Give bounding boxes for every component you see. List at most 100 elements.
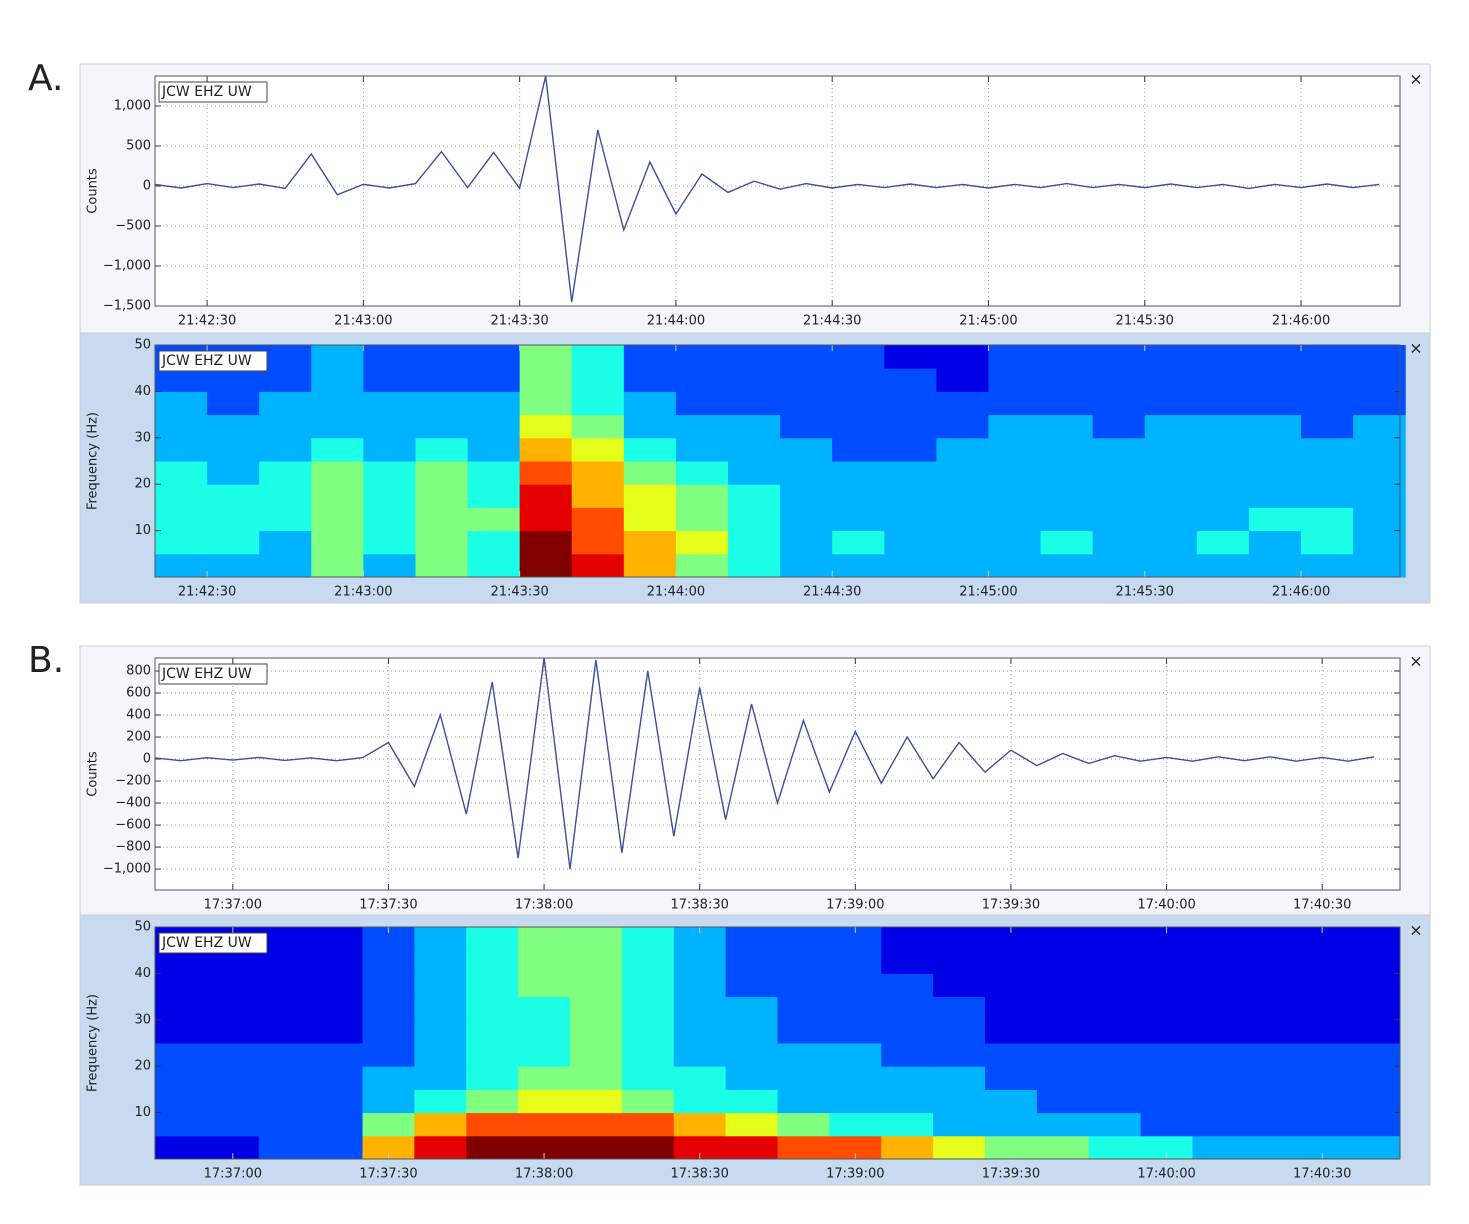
heatmap-cell [1088, 1043, 1142, 1067]
heatmap-cell [985, 1135, 1038, 1160]
heatmap-cell [881, 950, 934, 974]
heatmap-cell [518, 1089, 571, 1114]
heatmap-cell [933, 1135, 986, 1160]
heatmap-cell [1353, 414, 1406, 439]
heatmap-cell [728, 414, 781, 439]
heatmap-cell [259, 461, 312, 485]
heatmap-cell [623, 461, 677, 485]
legend-label: JCW EHZ UW [161, 666, 252, 682]
close-button[interactable]: × [1409, 70, 1422, 89]
x-tick-label: 17:39:30 [982, 1167, 1040, 1182]
heatmap-cell [363, 345, 416, 369]
heatmap-cell [311, 484, 364, 508]
heatmap-cell [673, 1112, 727, 1137]
x-tick-label: 21:42:30 [178, 585, 236, 600]
close-button[interactable]: × [1409, 921, 1422, 940]
heatmap-cell [1353, 437, 1406, 462]
heatmap-cell [1144, 484, 1198, 508]
heatmap-cell [1192, 1019, 1245, 1044]
heatmap-cell [518, 927, 571, 951]
plot-area [155, 658, 1400, 890]
x-tick-label: 17:38:00 [515, 1167, 573, 1182]
heatmap-cell [1196, 414, 1250, 439]
heatmap-cell [1196, 437, 1250, 462]
heatmap-cell [1088, 996, 1142, 1021]
heatmap-cell [1088, 1089, 1142, 1114]
heatmap-cell [1036, 950, 1090, 974]
heatmap-cell [621, 973, 675, 998]
heatmap-cell [1301, 368, 1354, 392]
heatmap-cell [673, 973, 727, 998]
station-box [158, 350, 268, 372]
heatmap-cell [1040, 461, 1094, 485]
heatmap-cell [985, 1019, 1038, 1044]
heatmap-cell [363, 437, 416, 462]
heatmap-cell [1144, 368, 1198, 392]
heatmap-cell [363, 461, 416, 485]
heatmap-cell [832, 391, 885, 416]
heatmap-cell [829, 1043, 882, 1067]
heatmap-cell [884, 437, 937, 462]
heatmap-cell [933, 1066, 986, 1090]
heatmap-cell [466, 973, 519, 998]
plot-area [155, 76, 1400, 306]
y-tick-label: 50 [134, 920, 151, 935]
heatmap-cell [415, 437, 469, 462]
heatmap-cell [259, 414, 312, 439]
heatmap-cell [258, 1019, 312, 1044]
heatmap-cell [881, 1066, 934, 1090]
heatmap-cell [725, 1135, 778, 1160]
close-button[interactable]: × [1409, 652, 1422, 671]
y-tick-label: 0 [143, 179, 151, 194]
heatmap-cell [466, 1019, 519, 1044]
heatmap-cell [258, 973, 312, 998]
heatmap-cell [1092, 368, 1146, 392]
heatmap-cell [570, 927, 623, 951]
heatmap-cell [777, 1066, 830, 1090]
y-tick-label: 10 [134, 1105, 151, 1120]
heatmap-cell [777, 996, 830, 1021]
heatmap-cell [881, 1089, 934, 1114]
heatmap-cell [518, 1135, 571, 1160]
heatmap-cell [518, 950, 571, 974]
heatmap-cell [1248, 368, 1302, 392]
heatmap-cell [311, 345, 364, 369]
heatmap-cell [155, 484, 208, 508]
heatmap-cell [1244, 1089, 1297, 1114]
heatmap-cell [415, 414, 469, 439]
heatmap-cell [621, 1066, 675, 1090]
y-tick-label: −200 [115, 774, 151, 789]
heatmap-cell [466, 1089, 519, 1114]
x-tick-label: 21:43:30 [490, 585, 548, 600]
close-button[interactable]: × [1409, 339, 1422, 358]
heatmap-cell [988, 368, 1042, 392]
heatmap-cell [621, 1019, 675, 1044]
heatmap-cell [155, 530, 208, 555]
heatmap-cell [467, 484, 521, 508]
x-tick-label: 17:39:00 [826, 898, 884, 913]
heatmap-cell [780, 414, 833, 439]
heatmap-cell [363, 553, 416, 578]
heatmap-cell [1092, 530, 1146, 555]
y-tick-label: 30 [134, 1012, 151, 1027]
heatmap-cell [1140, 1135, 1193, 1160]
heatmap-cell [621, 1135, 675, 1160]
y-tick-label: −400 [115, 796, 151, 811]
heatmap-cell [1036, 1043, 1090, 1067]
heatmap-cell [207, 391, 260, 416]
y-tick-label: 200 [126, 730, 151, 745]
heatmap-cell [673, 996, 727, 1021]
heatmap-cell [206, 1019, 260, 1044]
heatmap-cell [570, 1112, 623, 1137]
heatmap-cell [1248, 437, 1302, 462]
heatmap-cell [728, 345, 781, 369]
heatmap-cell [1348, 973, 1401, 998]
heatmap-cell [936, 368, 989, 392]
x-tick-label: 21:45:30 [1116, 585, 1174, 600]
heatmap-cell [206, 973, 260, 998]
heatmap-cell [1040, 437, 1094, 462]
heatmap-cell [1088, 927, 1142, 951]
heatmap-cell [933, 996, 986, 1021]
heatmap-cell [1040, 484, 1094, 508]
heatmap-cell [1036, 973, 1090, 998]
